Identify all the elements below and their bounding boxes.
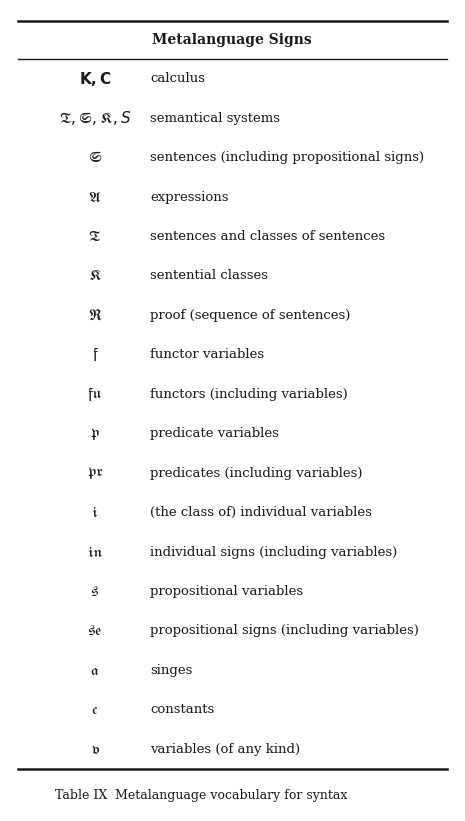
Text: propositional variables: propositional variables	[150, 585, 303, 598]
Text: individual signs (including variables): individual signs (including variables)	[150, 546, 397, 558]
Text: $\mathfrak{K}$: $\mathfrak{K}$	[88, 268, 102, 283]
Text: $\mathfrak{s}$: $\mathfrak{s}$	[90, 584, 100, 599]
Text: $\mathfrak{in}$: $\mathfrak{in}$	[86, 544, 103, 560]
Text: Metalanguage vocabulary for syntax: Metalanguage vocabulary for syntax	[115, 788, 347, 801]
Text: $\mathit{\mathbf{K, C}}$: $\mathit{\mathbf{K, C}}$	[79, 70, 112, 88]
Text: $\mathfrak{R}$: $\mathfrak{R}$	[88, 308, 102, 323]
Text: semantical systems: semantical systems	[150, 112, 280, 125]
Text: expressions: expressions	[150, 190, 228, 204]
Text: $\mathfrak{i}$: $\mathfrak{i}$	[92, 505, 99, 521]
Text: $\mathfrak{p}$: $\mathfrak{p}$	[90, 426, 100, 442]
Text: sentences (including propositional signs): sentences (including propositional signs…	[150, 151, 424, 164]
Text: sentences and classes of sentences: sentences and classes of sentences	[150, 230, 385, 243]
Text: (the class of) individual variables: (the class of) individual variables	[150, 506, 372, 519]
Text: functor variables: functor variables	[150, 348, 264, 361]
Text: $\mathfrak{T}, \mathfrak{S}, \mathfrak{K}, S$: $\mathfrak{T}, \mathfrak{S}, \mathfrak{K…	[59, 109, 131, 127]
Text: $\mathfrak{S}$: $\mathfrak{S}$	[88, 150, 102, 165]
Text: constants: constants	[150, 704, 214, 717]
Text: $\mathfrak{T}$: $\mathfrak{T}$	[88, 229, 101, 244]
Text: $\mathfrak{fu}$: $\mathfrak{fu}$	[87, 386, 103, 403]
Text: propositional signs (including variables): propositional signs (including variables…	[150, 625, 419, 637]
Text: $\mathfrak{v}$: $\mathfrak{v}$	[91, 742, 100, 757]
Text: $\mathfrak{c}$: $\mathfrak{c}$	[92, 702, 99, 718]
Text: sentential classes: sentential classes	[150, 269, 268, 282]
Text: singes: singes	[150, 664, 193, 677]
Text: $\mathfrak{se}$: $\mathfrak{se}$	[87, 623, 103, 639]
Text: proof (sequence of sentences): proof (sequence of sentences)	[150, 309, 350, 322]
Text: predicates (including variables): predicates (including variables)	[150, 466, 363, 479]
Text: $\mathfrak{pr}$: $\mathfrak{pr}$	[86, 466, 103, 481]
Text: $\mathfrak{f}$: $\mathfrak{f}$	[92, 346, 99, 364]
Text: $\mathfrak{A}$: $\mathfrak{A}$	[88, 190, 102, 204]
Text: predicate variables: predicate variables	[150, 427, 279, 440]
Text: $\mathfrak{a}$: $\mathfrak{a}$	[90, 663, 100, 678]
Text: functors (including variables): functors (including variables)	[150, 388, 348, 401]
Text: Metalanguage Signs: Metalanguage Signs	[152, 33, 312, 47]
Text: calculus: calculus	[150, 72, 205, 85]
Text: variables (of any kind): variables (of any kind)	[150, 743, 300, 756]
Text: Table IX: Table IX	[55, 788, 107, 801]
